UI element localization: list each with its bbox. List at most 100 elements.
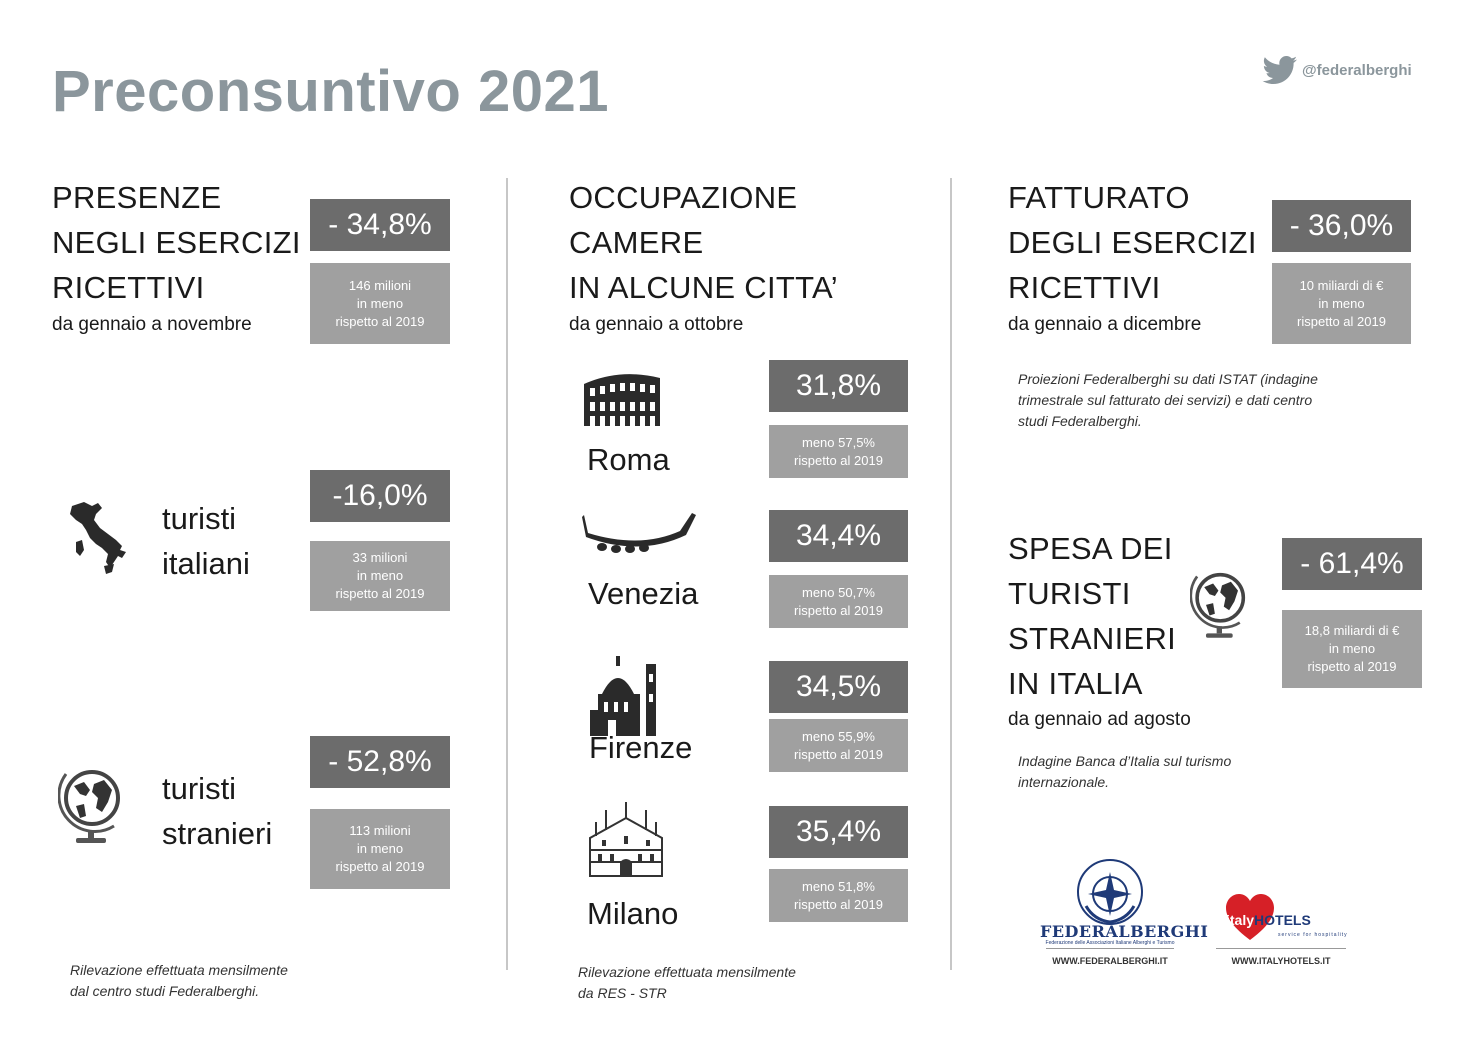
- note-line: 18,8 miliardi di €: [1304, 623, 1400, 638]
- occupazione-period: da gennaio a ottobre: [569, 314, 744, 335]
- fatturato-heading-line: FATTURATO: [1008, 180, 1190, 215]
- presenze-heading: PRESENZE NEGLI ESERCIZI RICETTIVI: [52, 175, 301, 310]
- fatturato-note: 10 miliardi di € in meno rispetto al 201…: [1272, 263, 1411, 344]
- occupazione-heading-line: OCCUPAZIONE: [569, 180, 798, 215]
- italyhotels-name-b: HOTELS: [1254, 912, 1311, 928]
- heart-icon: [1226, 894, 1274, 940]
- presenze-heading-line: PRESENZE: [52, 180, 222, 215]
- italiani-label-line: italiani: [162, 546, 250, 581]
- fatturato-heading-line: DEGLI ESERCIZI: [1008, 225, 1257, 260]
- roma-note: meno 57,5% rispetto al 2019: [769, 425, 908, 478]
- presenze-heading-line: NEGLI ESERCIZI: [52, 225, 301, 260]
- gondola-icon: [582, 513, 696, 553]
- venezia-note: meno 50,7% rispetto al 2019: [769, 575, 908, 628]
- italyhotels-logo[interactable]: italyHOTELS service for hospitality WWW.…: [1212, 890, 1350, 971]
- stranieri-label-line: turisti: [162, 771, 237, 806]
- note-line: rispetto al 2019: [1307, 659, 1397, 674]
- colosseum-icon: [584, 374, 660, 426]
- federalberghi-url[interactable]: WWW.FEDERALBERGHI.IT: [1052, 956, 1168, 966]
- note-line: in meno: [356, 841, 404, 856]
- source-line: Rilevazione effettuata mensilmente: [70, 962, 288, 978]
- note-line: meno 50,7%: [802, 584, 875, 600]
- source-line: dal centro studi Federalberghi.: [70, 983, 260, 999]
- note-line: meno 57,5%: [802, 434, 875, 450]
- italiani-label: turisti italiani: [162, 496, 250, 586]
- spesa-note: 18,8 miliardi di € in meno rispetto al 2…: [1282, 610, 1422, 688]
- federalberghi-emblem-icon: [1077, 859, 1143, 925]
- source-line: internazionale.: [1018, 774, 1110, 790]
- city-name-roma: Roma: [587, 442, 670, 477]
- spesa-heading-line: SPESA DEI: [1008, 531, 1173, 566]
- globe-icon: [58, 770, 120, 843]
- italiani-label-line: turisti: [162, 501, 237, 536]
- page-title: Preconsuntivo 2021: [52, 59, 609, 124]
- note-line: 146 milioni: [348, 277, 412, 293]
- spesa-heading-line: STRANIERI: [1008, 621, 1177, 656]
- note-line: 10 miliardi di €: [1299, 277, 1384, 293]
- spesa-heading: SPESA DEI TURISTI STRANIERI IN ITALIA: [1008, 526, 1176, 706]
- italyhotels-name-a: italy: [1226, 912, 1255, 928]
- milano-note: meno 51,8% rispetto al 2019: [769, 869, 908, 922]
- fatturato-period: da gennaio a dicembre: [1008, 314, 1202, 335]
- stranieri-label: turisti stranieri: [162, 766, 272, 856]
- italyhotels-tagline: service for hospitality: [1278, 932, 1348, 938]
- spesa-heading-line: IN ITALIA: [1008, 666, 1143, 701]
- source-line: Indagine Banca d’Italia sul turismo: [1018, 753, 1232, 769]
- source-line: Rilevazione effettuata mensilmente: [578, 964, 796, 980]
- duomo-florence-icon: [590, 656, 656, 736]
- presenze-total-note: 146 milioni in meno rispetto al 2019: [310, 263, 450, 344]
- italiani-note: 33 milioni in meno rispetto al 2019: [310, 541, 450, 611]
- logo-divider: [1046, 948, 1174, 949]
- twitter-handle-text: @federalberghi: [1302, 61, 1412, 79]
- note-line: rispetto al 2019: [794, 896, 883, 912]
- firenze-note: meno 55,9% rispetto al 2019: [769, 719, 908, 772]
- spesa-source: Indagine Banca d’Italia sul turismo inte…: [1018, 751, 1231, 793]
- fatturato-source: Proiezioni Federalberghi su dati ISTAT (…: [1018, 369, 1318, 432]
- italy-map-icon: [70, 502, 126, 574]
- column-divider-2: [950, 178, 952, 970]
- note-line: rispetto al 2019: [1297, 313, 1386, 329]
- note-line: rispetto al 2019: [335, 313, 425, 329]
- federalberghi-name: FEDERALBERGHI: [1040, 922, 1209, 941]
- fatturato-heading-line: RICETTIVI: [1008, 270, 1161, 305]
- spesa-heading-line: TURISTI: [1008, 576, 1131, 611]
- note-line: in meno: [356, 295, 404, 311]
- note-line: rispetto al 2019: [335, 859, 425, 874]
- presenze-source: Rilevazione effettuata mensilmente dal c…: [70, 960, 288, 1002]
- source-line: da RES - STR: [578, 985, 667, 1001]
- italyhotels-url[interactable]: WWW.ITALYHOTELS.IT: [1231, 956, 1331, 966]
- milano-value: 35,4%: [769, 806, 908, 858]
- occupazione-heading-line: CAMERE: [569, 225, 704, 260]
- federalberghi-tagline: Federazione delle Associazioni Italiane …: [1045, 940, 1175, 946]
- venezia-value: 34,4%: [769, 510, 908, 562]
- note-line: 113 milioni: [349, 823, 411, 838]
- globe-icon: [1190, 572, 1246, 638]
- source-line: Proiezioni Federalberghi su dati ISTAT (…: [1018, 371, 1318, 387]
- note-line: in meno: [1318, 295, 1365, 311]
- stranieri-value: - 52,8%: [310, 736, 450, 788]
- stranieri-note: 113 milioni in meno rispetto al 2019: [310, 809, 450, 889]
- note-line: 33 milioni: [352, 550, 408, 565]
- note-line: rispetto al 2019: [335, 586, 425, 601]
- occupazione-heading: OCCUPAZIONE CAMERE IN ALCUNE CITTA’: [569, 175, 838, 310]
- column-divider-1: [506, 178, 508, 970]
- stranieri-label-line: stranieri: [162, 816, 273, 851]
- note-line: meno 51,8%: [802, 878, 875, 894]
- note-line: in meno: [1328, 641, 1376, 656]
- federalberghi-logo[interactable]: FEDERALBERGHI Federazione delle Associaz…: [1040, 856, 1209, 971]
- note-line: rispetto al 2019: [794, 452, 883, 468]
- roma-value: 31,8%: [769, 360, 908, 412]
- presenze-period: da gennaio a novembre: [52, 314, 252, 335]
- fatturato-heading: FATTURATO DEGLI ESERCIZI RICETTIVI: [1008, 175, 1257, 310]
- fatturato-value: - 36,0%: [1272, 200, 1411, 252]
- italiani-value: -16,0%: [310, 470, 450, 522]
- twitter-handle[interactable]: @federalberghi: [1262, 56, 1412, 84]
- occupazione-heading-line: IN ALCUNE CITTA’: [569, 270, 838, 305]
- note-line: meno 55,9%: [802, 728, 875, 744]
- spesa-period: da gennaio ad agosto: [1008, 709, 1191, 730]
- twitter-bird-icon: [1262, 56, 1297, 84]
- duomo-milan-icon: [589, 802, 663, 877]
- presenze-total-value: - 34,8%: [310, 199, 450, 251]
- presenze-heading-line: RICETTIVI: [52, 270, 205, 305]
- spesa-value: - 61,4%: [1282, 538, 1422, 590]
